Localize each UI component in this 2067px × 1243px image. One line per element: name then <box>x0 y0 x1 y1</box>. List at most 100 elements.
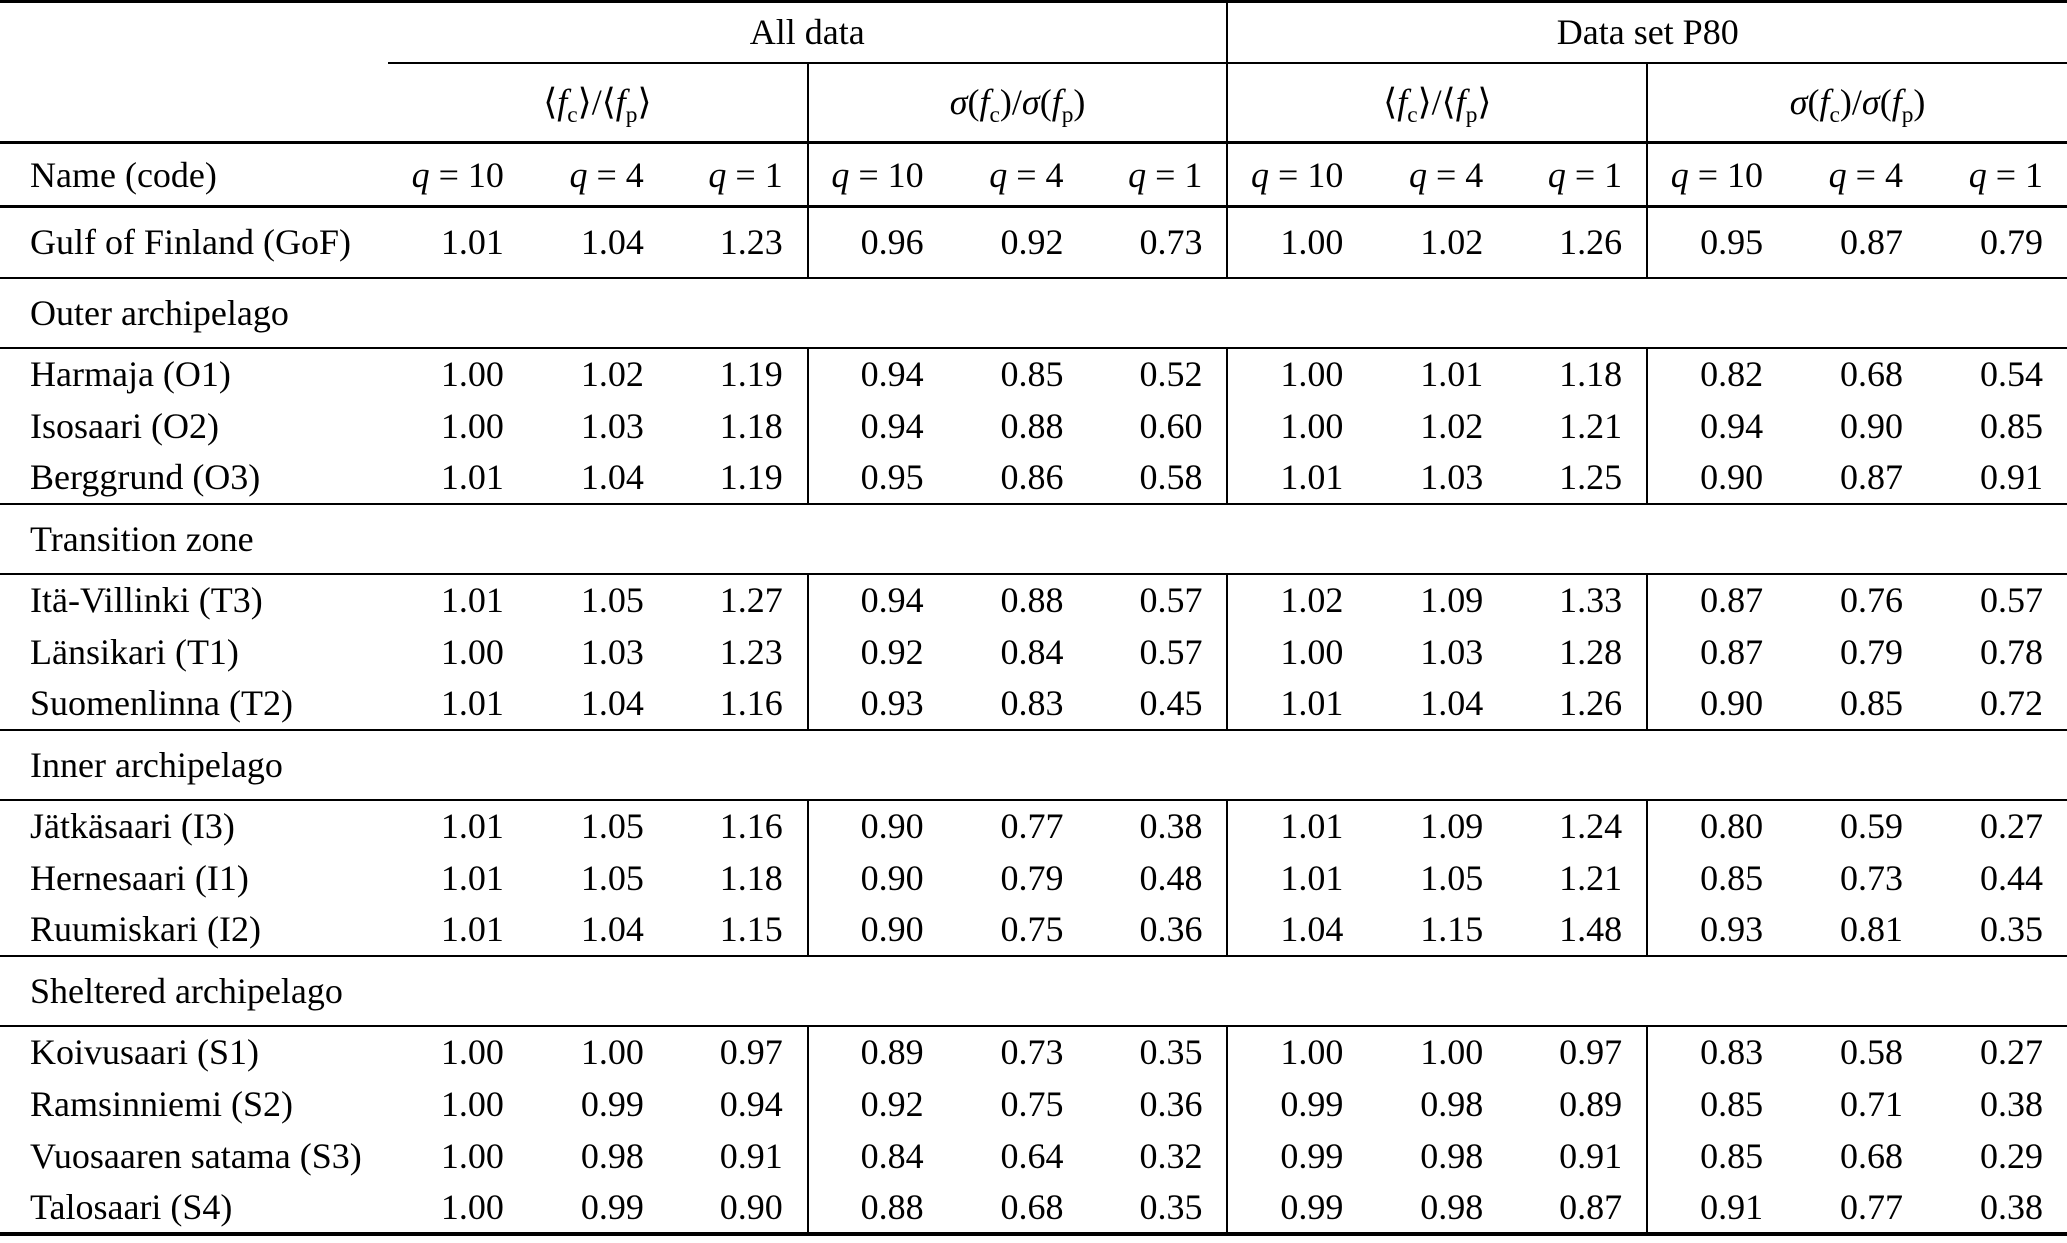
value-cell: 1.00 <box>440 354 504 394</box>
value-cell: 0.79 <box>1000 857 1064 898</box>
station-name-cell: Länsikari (T1) <box>30 631 239 672</box>
section-header-label: Outer archipelago <box>0 277 2067 349</box>
value-cell: 0.84 <box>1000 631 1064 672</box>
table-row: Länsikari (T1) 1.00 1.03 1.23 0.92 0.84 0.57 1.… <box>0 625 2067 678</box>
table-row: Ruumiskari (I2) 1.01 1.04 1.15 0.90 0.75 0.36 1… <box>0 903 2067 957</box>
value-cell: 1.23 <box>667 206 809 279</box>
station-name-cell: Ramsinniemi (S2) <box>30 1083 293 1124</box>
value-cell: 0.87 <box>1787 451 1927 505</box>
section-header-label: Inner archipelago <box>0 729 2067 801</box>
value-cell: 1.00 <box>580 1032 644 1072</box>
value-cell: 1.21 <box>1507 851 1649 904</box>
value-cell: 1.03 <box>1367 451 1508 505</box>
value-cell: 0.90 <box>1839 405 1903 446</box>
value-cell: 0.94 <box>860 354 924 394</box>
subgroup-mean-ratio-alldata: ⟨fc⟩/⟨fp⟩ <box>388 62 809 144</box>
station-name-cell: Talosaari (S4) <box>0 1181 388 1235</box>
value-cell: 1.02 <box>1420 405 1484 446</box>
value-cell: 1.18 <box>667 399 809 452</box>
value-cell: 0.88 <box>807 1181 948 1235</box>
value-cell: 0.85 <box>1787 677 1927 731</box>
table-row: Vuosaaren satama (S3) 1.00 0.98 0.91 0.84 0.6… <box>0 1129 2067 1182</box>
value-cell: 1.00 <box>1280 631 1344 672</box>
station-name-cell: Ruumiskari (I2) <box>0 903 388 957</box>
value-cell: 0.98 <box>1367 1181 1508 1235</box>
value-cell: 1.04 <box>527 451 668 505</box>
section-header-row: Inner archipelago <box>0 729 2067 801</box>
value-cell: 1.09 <box>1420 580 1484 620</box>
value-cell: 1.01 <box>1280 857 1344 898</box>
table-row: Suomenlinna (T2) 1.01 1.04 1.16 0.93 0.83 0.45… <box>0 677 2067 731</box>
station-name-cell: Suomenlinna (T2) <box>0 677 388 731</box>
value-cell: 0.85 <box>1700 1135 1764 1176</box>
value-cell: 0.91 <box>667 1129 809 1182</box>
value-cell: 1.00 <box>1280 354 1344 394</box>
value-cell: 0.35 <box>1087 1025 1229 1078</box>
value-cell: 1.04 <box>527 903 668 957</box>
value-cell: 0.83 <box>947 677 1088 731</box>
value-cell: 0.95 <box>807 451 948 505</box>
q10-header: q = 10 <box>1227 142 1368 208</box>
value-cell: 0.89 <box>1507 1077 1649 1130</box>
value-cell: 0.27 <box>1980 1032 2043 1072</box>
value-cell: 0.68 <box>947 1181 1088 1235</box>
value-cell: 1.26 <box>1507 677 1649 731</box>
station-name-cell: Berggrund (O3) <box>0 451 388 505</box>
value-cell: 1.25 <box>1507 451 1649 505</box>
value-cell: 0.86 <box>947 451 1088 505</box>
table-row: Hernesaari (I1) 1.01 1.05 1.18 0.90 0.79 0.48 1… <box>0 851 2067 904</box>
value-cell: 1.27 <box>667 573 809 626</box>
section-header-row: Transition zone <box>0 503 2067 575</box>
station-name-cell: Koivusaari (S1) <box>30 1032 259 1072</box>
value-cell: 0.94 <box>860 405 924 446</box>
value-cell: 1.03 <box>580 631 644 672</box>
value-cell: 1.33 <box>1507 573 1649 626</box>
value-cell: 0.80 <box>1700 806 1764 846</box>
station-name-cell: Harmaja (O1) <box>30 354 231 394</box>
value-cell: 0.60 <box>1087 399 1229 452</box>
value-cell: 0.90 <box>807 903 948 957</box>
col-group-p80: Data set P80 <box>1227 1 2067 64</box>
value-cell: 1.16 <box>667 677 809 731</box>
value-cell: 0.75 <box>947 903 1088 957</box>
value-cell: 0.83 <box>1700 1032 1764 1072</box>
table-row: Jätkäsaari (I3) 1.01 1.05 1.16 0.90 0.77 0.38 1… <box>0 799 2067 852</box>
value-cell: 0.93 <box>1647 903 1788 957</box>
value-cell: 0.79 <box>1926 206 2067 279</box>
value-cell: 0.38 <box>1926 1181 2067 1235</box>
value-cell: 0.94 <box>667 1077 809 1130</box>
value-cell: 1.23 <box>667 625 809 678</box>
table-row: Berggrund (O3) 1.01 1.04 1.19 0.95 0.86 0.58 1.… <box>0 451 2067 505</box>
value-cell: 0.90 <box>1647 677 1788 731</box>
value-cell: 0.59 <box>1839 806 1903 846</box>
q4-header: q = 4 <box>947 142 1088 208</box>
value-cell: 0.36 <box>1087 903 1229 957</box>
value-cell: 0.88 <box>1000 580 1064 620</box>
value-cell: 0.38 <box>1980 1083 2043 1124</box>
value-cell: 0.94 <box>1700 405 1764 446</box>
value-cell: 0.89 <box>860 1032 924 1072</box>
value-cell: 1.01 <box>1280 806 1344 846</box>
value-cell: 0.87 <box>1700 631 1764 672</box>
value-cell: 0.97 <box>1507 1025 1649 1078</box>
q4-header: q = 4 <box>1787 142 1927 208</box>
value-cell: 0.98 <box>580 1135 644 1176</box>
value-cell: 0.91 <box>1926 451 2067 505</box>
value-cell: 0.76 <box>1839 580 1903 620</box>
value-cell: 1.01 <box>1227 677 1368 731</box>
value-cell: 1.24 <box>1507 799 1649 852</box>
value-cell: 1.01 <box>388 206 528 279</box>
value-cell: 0.57 <box>1980 580 2043 620</box>
value-cell: 0.92 <box>860 631 924 672</box>
value-cell: 0.75 <box>1000 1083 1064 1124</box>
value-cell: 1.01 <box>440 857 504 898</box>
value-cell: 0.79 <box>1839 631 1903 672</box>
value-cell: 1.16 <box>667 799 809 852</box>
value-cell: 0.90 <box>667 1181 809 1235</box>
q1-header: q = 1 <box>1926 142 2067 208</box>
q4-header: q = 4 <box>1367 142 1508 208</box>
value-cell: 0.87 <box>1700 580 1764 620</box>
value-cell: 0.96 <box>807 206 948 279</box>
value-cell: 0.90 <box>1647 451 1788 505</box>
